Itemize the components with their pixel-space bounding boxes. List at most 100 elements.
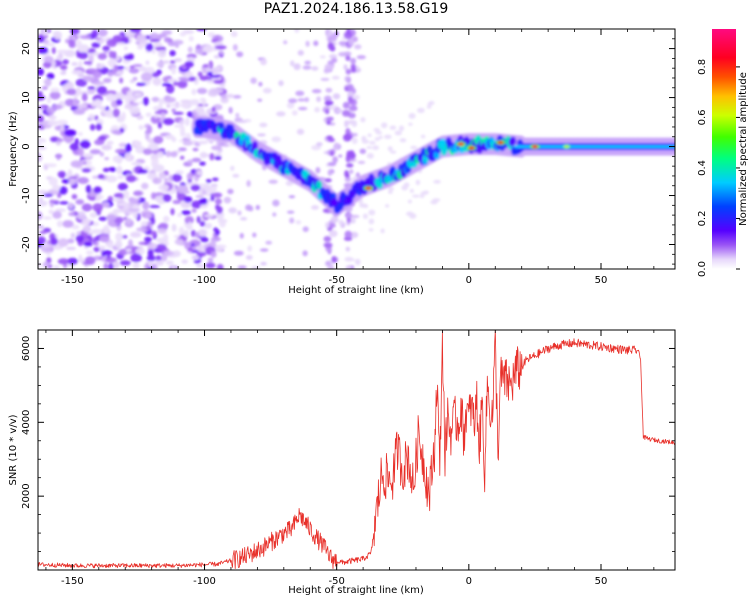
noise-speckle xyxy=(96,85,108,95)
noise-speckle xyxy=(332,156,338,164)
noise-speckle xyxy=(324,63,334,71)
noise-speckle xyxy=(103,262,109,269)
noise-speckle xyxy=(230,165,235,171)
noise-speckle xyxy=(82,75,95,82)
noise-speckle xyxy=(56,138,64,143)
noise-speckle xyxy=(304,97,310,103)
noise-speckle xyxy=(142,148,153,155)
noise-speckle xyxy=(172,111,184,115)
noise-speckle xyxy=(114,208,122,213)
noise-speckle xyxy=(123,46,129,51)
noise-speckle xyxy=(186,111,193,118)
noise-speckle xyxy=(246,180,251,187)
noise-speckle xyxy=(344,120,349,128)
noise-speckle xyxy=(259,122,268,128)
noise-speckle xyxy=(56,119,69,125)
noise-speckle xyxy=(328,264,335,269)
noise-speckle xyxy=(331,75,340,80)
noise-speckle xyxy=(136,227,147,232)
noise-speckle xyxy=(144,212,152,219)
noise-speckle xyxy=(155,243,167,251)
noise-speckle xyxy=(93,81,105,86)
noise-speckle xyxy=(38,262,42,268)
noise-speckle xyxy=(103,50,109,54)
noise-speckle xyxy=(77,177,89,184)
noise-speckle xyxy=(117,175,125,179)
x-tick-label: -150 xyxy=(61,576,84,587)
noise-speckle xyxy=(214,155,222,161)
noise-speckle xyxy=(85,184,92,194)
noise-speckle xyxy=(409,188,414,193)
noise-speckle xyxy=(353,94,360,100)
noise-speckle xyxy=(125,143,132,153)
noise-speckle xyxy=(276,111,286,117)
noise-speckle xyxy=(237,119,248,124)
noise-speckle xyxy=(81,203,93,212)
noise-speckle xyxy=(191,200,203,209)
noise-speckle xyxy=(343,64,348,71)
noise-speckle xyxy=(257,133,266,137)
noise-speckle xyxy=(38,142,42,146)
noise-speckle xyxy=(166,97,176,103)
noise-speckle xyxy=(50,237,58,246)
x-tick-label: 50 xyxy=(595,576,608,587)
noise-speckle xyxy=(68,212,75,217)
noise-speckle xyxy=(129,79,136,84)
noise-speckle xyxy=(227,188,234,195)
noise-speckle xyxy=(225,93,235,99)
noise-speckle xyxy=(162,233,169,242)
noise-speckle xyxy=(122,95,128,100)
noise-speckle xyxy=(178,226,185,235)
y-tick-label: 0 xyxy=(21,143,32,149)
noise-speckle xyxy=(344,230,352,239)
snr-axes: -150 -100 -50 0 50 2000 4000 6000 xyxy=(21,329,675,587)
noise-speckle xyxy=(129,231,142,238)
noise-speckle xyxy=(95,196,101,201)
noise-speckle xyxy=(142,201,150,210)
noise-speckle xyxy=(103,224,110,234)
noise-speckle xyxy=(389,125,397,130)
noise-speckle xyxy=(327,42,335,51)
noise-speckle xyxy=(42,61,52,69)
noise-speckle xyxy=(77,51,89,60)
noise-speckle xyxy=(295,220,302,225)
noise-speckle xyxy=(68,202,74,210)
noise-speckle xyxy=(191,88,197,96)
noise-speckle xyxy=(356,55,366,60)
noise-speckle xyxy=(142,96,149,106)
noise-speckle xyxy=(338,219,344,226)
noise-speckle xyxy=(359,148,367,155)
noise-speckle xyxy=(344,170,349,178)
noise-speckle xyxy=(199,204,208,209)
noise-speckle xyxy=(148,260,153,268)
noise-speckle xyxy=(205,262,216,269)
noise-speckle xyxy=(116,165,123,175)
noise-speckle xyxy=(98,216,108,221)
noise-speckle xyxy=(75,78,88,87)
noise-speckle xyxy=(367,133,372,138)
figure-title: PAZ1.2024.186.13.58.G19 xyxy=(263,1,449,17)
noise-speckle xyxy=(187,247,194,252)
colorbar-ticks: 0.0 0.2 0.4 0.6 0.8 xyxy=(697,59,740,277)
noise-speckle xyxy=(90,228,103,235)
noise-speckle xyxy=(153,114,160,118)
noise-speckle xyxy=(128,67,140,74)
noise-speckle xyxy=(56,49,69,54)
noise-speckle xyxy=(184,71,194,79)
noise-speckle xyxy=(64,129,76,137)
noise-speckle xyxy=(115,232,123,242)
noise-speckle xyxy=(366,153,374,159)
noise-speckle xyxy=(79,139,91,149)
noise-speckle xyxy=(219,142,225,147)
ridge-peak xyxy=(365,186,372,190)
noise-speckle xyxy=(102,167,110,173)
noise-speckle xyxy=(70,232,76,239)
noise-speckle xyxy=(95,123,102,131)
noise-speckle xyxy=(129,65,135,69)
noise-speckle xyxy=(272,212,277,217)
noise-speckle xyxy=(97,29,108,37)
noise-speckle xyxy=(178,147,187,152)
noise-speckle xyxy=(351,121,358,128)
noise-speckle xyxy=(153,135,164,144)
noise-speckle xyxy=(93,115,99,121)
